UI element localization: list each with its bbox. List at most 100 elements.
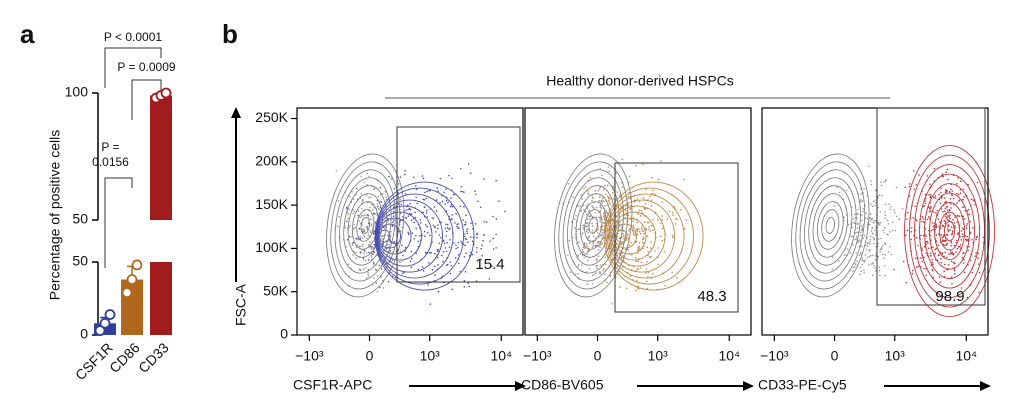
event-dot: [439, 177, 442, 180]
event-dot: [660, 235, 662, 238]
event-dot: [596, 259, 598, 262]
event-dot: [661, 219, 664, 221]
event-dot: [944, 201, 946, 204]
event-dot: [373, 188, 376, 190]
bracket: [104, 47, 162, 88]
event-dot: [569, 271, 572, 274]
event-dot: [930, 229, 933, 232]
event-dot: [429, 189, 431, 192]
event-dot: [649, 256, 651, 258]
event-dot: [599, 244, 602, 246]
event-dot: [911, 269, 914, 272]
event-dot: [367, 271, 369, 274]
contour: [339, 177, 392, 274]
event-dot: [868, 223, 871, 226]
event-dot: [372, 247, 374, 249]
event-dot: [599, 246, 601, 249]
event-dot: [632, 229, 634, 232]
event-dot: [877, 206, 879, 209]
event-dot: [399, 219, 402, 222]
event-dot: [671, 234, 674, 237]
event-dot: [641, 238, 644, 241]
event-dot: [648, 226, 650, 228]
event-dot: [869, 235, 872, 238]
event-dot: [915, 183, 918, 186]
event-dot: [945, 200, 947, 203]
event-dot: [481, 254, 483, 257]
event-dot: [573, 218, 576, 220]
event-dot: [857, 208, 859, 211]
event-dot: [373, 251, 375, 254]
event-dot: [402, 254, 404, 257]
event-dot: [636, 268, 639, 270]
event-dot: [863, 269, 865, 271]
plot-frame: [524, 107, 752, 336]
contour: [343, 185, 388, 266]
event-dot: [335, 169, 338, 172]
x-tick-label: 10³: [420, 348, 441, 364]
event-dot: [349, 196, 351, 198]
event-dot: [352, 209, 354, 211]
x-tick-label: 10⁴: [718, 348, 740, 364]
event-dot: [601, 242, 603, 244]
event-dot: [369, 241, 371, 244]
event-dot: [404, 246, 407, 249]
event-dot: [940, 208, 943, 210]
bar: [121, 279, 143, 335]
event-dot: [415, 188, 418, 191]
contour: [804, 177, 857, 274]
event-dot: [347, 263, 350, 266]
contour: [378, 229, 391, 243]
event-dot: [652, 229, 654, 231]
event-dot: [363, 214, 366, 216]
event-dot: [366, 183, 369, 186]
event-dot: [457, 246, 459, 249]
event-dot: [632, 224, 635, 227]
bracket: [131, 79, 162, 120]
event-dot: [637, 288, 640, 290]
event-dot: [851, 226, 853, 229]
event-dot: [424, 191, 426, 194]
event-dot: [642, 236, 645, 239]
event-dot: [361, 200, 364, 202]
event-dot: [939, 281, 941, 283]
event-dot: [588, 211, 590, 213]
event-dot: [946, 216, 948, 219]
event-dot: [456, 225, 458, 228]
event-dot: [886, 219, 889, 222]
event-dot: [372, 232, 375, 235]
p-value: P = 0.0009: [117, 60, 175, 74]
event-dot: [583, 209, 585, 211]
event-dot: [932, 225, 935, 228]
event-dot: [884, 243, 887, 246]
event-dot: [466, 232, 469, 235]
panel-label: b: [222, 19, 238, 49]
event-dot: [449, 205, 452, 208]
event-dot: [676, 277, 678, 279]
event-dot: [635, 260, 638, 263]
event-dot: [883, 181, 885, 183]
event-dot: [434, 226, 436, 229]
event-dot: [955, 183, 958, 185]
event-dot: [417, 240, 420, 243]
event-dot: [607, 166, 610, 168]
event-dot: [922, 205, 925, 208]
event-dot: [975, 252, 977, 254]
event-dot: [852, 221, 855, 224]
event-dot: [437, 264, 439, 266]
event-dot: [387, 280, 390, 283]
event-dot: [591, 222, 593, 225]
event-dot: [355, 187, 358, 190]
event-dot: [932, 228, 934, 231]
event-dot: [337, 199, 340, 202]
event-dot: [588, 236, 590, 239]
event-dot: [939, 202, 942, 205]
event-dot: [366, 202, 369, 204]
event-dot: [870, 230, 873, 232]
event-dot: [591, 282, 594, 285]
event-dot: [362, 243, 364, 246]
event-dot: [878, 194, 881, 197]
event-dot: [932, 211, 935, 213]
event-dot: [455, 247, 457, 250]
event-dot: [373, 213, 376, 215]
